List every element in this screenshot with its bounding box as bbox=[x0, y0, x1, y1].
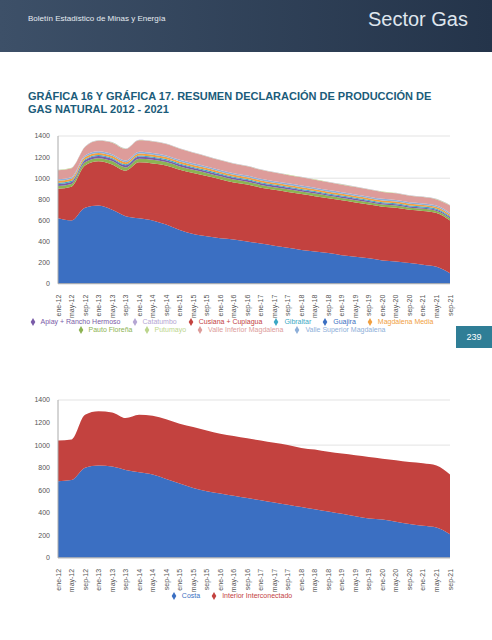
svg-text:may-12: may-12 bbox=[68, 569, 76, 592]
svg-text:ene-19: ene-19 bbox=[338, 569, 345, 591]
html-text:Apiay + Rancho Hermoso: Apiay + Rancho Hermoso bbox=[40, 317, 121, 325]
svg-text:may-13: may-13 bbox=[109, 569, 117, 592]
svg-text:1200: 1200 bbox=[34, 419, 50, 426]
svg-text:ene-17: ene-17 bbox=[257, 295, 264, 317]
svg-text:sep-15: sep-15 bbox=[203, 295, 211, 317]
svg-text:ene-16: ene-16 bbox=[217, 295, 224, 317]
svg-text:ene-13: ene-13 bbox=[95, 569, 102, 591]
html-text:Cusiana + Cupiagua: Cusiana + Cupiagua bbox=[198, 317, 263, 325]
svg-text:sep-19: sep-19 bbox=[365, 569, 373, 591]
svg-text:400: 400 bbox=[38, 238, 50, 245]
svg-text:600: 600 bbox=[38, 487, 50, 494]
svg-text:may-16: may-16 bbox=[230, 295, 238, 318]
svg-text:1000: 1000 bbox=[34, 175, 50, 182]
svg-text:may-17: may-17 bbox=[271, 295, 279, 318]
svg-text:0: 0 bbox=[46, 280, 50, 287]
svg-text:1400: 1400 bbox=[34, 132, 50, 139]
svg-text:sep-14: sep-14 bbox=[163, 295, 171, 317]
svg-text:ene-20: ene-20 bbox=[379, 569, 386, 591]
svg-text:ene-12: ene-12 bbox=[55, 295, 62, 317]
svg-text:sep-14: sep-14 bbox=[163, 569, 171, 591]
html-text:Valle Superior Magdalena: Valle Superior Magdalena bbox=[305, 325, 386, 333]
svg-text:sep-18: sep-18 bbox=[325, 295, 333, 317]
svg-text:may-12: may-12 bbox=[68, 295, 76, 318]
svg-text:sep-17: sep-17 bbox=[284, 295, 292, 317]
svg-text:ene-21: ene-21 bbox=[419, 569, 426, 591]
svg-text:800: 800 bbox=[38, 196, 50, 203]
html-text:GRÁFICA 16 Y GRÁFICA 17. RESUM: GRÁFICA 16 Y GRÁFICA 17. RESUMEN DECLARA… bbox=[28, 90, 432, 115]
svg-text:1000: 1000 bbox=[34, 442, 50, 449]
svg-text:0: 0 bbox=[46, 554, 50, 561]
svg-text:sep-12: sep-12 bbox=[82, 569, 90, 591]
svg-text:may-14: may-14 bbox=[149, 295, 157, 318]
svg-text:sep-15: sep-15 bbox=[203, 569, 211, 591]
html-text:Guajira: Guajira bbox=[333, 317, 356, 325]
html-text:Catatumbo: Catatumbo bbox=[142, 317, 177, 325]
svg-text:may-18: may-18 bbox=[311, 295, 319, 318]
svg-text:may-21: may-21 bbox=[433, 569, 441, 592]
svg-text:may-19: may-19 bbox=[352, 569, 360, 592]
svg-text:ene-14: ene-14 bbox=[136, 569, 143, 591]
svg-text:ene-21: ene-21 bbox=[419, 295, 426, 317]
svg-text:ene-18: ene-18 bbox=[298, 569, 305, 591]
svg-text:ene-14: ene-14 bbox=[136, 295, 143, 317]
html-text:239: 239 bbox=[466, 332, 482, 342]
html-text:Interior Interconectado: Interior Interconectado bbox=[222, 591, 293, 599]
html-text:Valle Inferior Magdalena: Valle Inferior Magdalena bbox=[208, 325, 284, 333]
svg-text:may-15: may-15 bbox=[190, 295, 198, 318]
svg-text:sep-16: sep-16 bbox=[244, 295, 252, 317]
svg-text:400: 400 bbox=[38, 509, 50, 516]
svg-text:ene-18: ene-18 bbox=[298, 295, 305, 317]
svg-text:may-21: may-21 bbox=[433, 295, 441, 318]
html-text:Pauto Floreña: Pauto Floreña bbox=[88, 325, 133, 333]
svg-text:sep-13: sep-13 bbox=[122, 295, 130, 317]
svg-text:may-17: may-17 bbox=[271, 569, 279, 592]
svg-text:may-19: may-19 bbox=[352, 295, 360, 318]
html-text:Putumayo: Putumayo bbox=[154, 325, 186, 333]
svg-text:sep-13: sep-13 bbox=[122, 569, 130, 591]
svg-text:ene-17: ene-17 bbox=[257, 569, 264, 591]
svg-text:sep-19: sep-19 bbox=[365, 295, 373, 317]
svg-text:sep-18: sep-18 bbox=[325, 569, 333, 591]
svg-text:sep-16: sep-16 bbox=[244, 569, 252, 591]
svg-text:ene-12: ene-12 bbox=[55, 569, 62, 591]
svg-text:ene-15: ene-15 bbox=[176, 569, 183, 591]
svg-text:sep-21: sep-21 bbox=[447, 295, 455, 317]
svg-text:may-15: may-15 bbox=[190, 569, 198, 592]
svg-text:600: 600 bbox=[38, 217, 50, 224]
svg-text:sep-17: sep-17 bbox=[284, 569, 292, 591]
svg-text:may-14: may-14 bbox=[149, 569, 157, 592]
svg-text:ene-15: ene-15 bbox=[176, 295, 183, 317]
svg-text:may-16: may-16 bbox=[230, 569, 238, 592]
svg-text:sep-20: sep-20 bbox=[406, 295, 414, 317]
html-text:Boletín Estadístico de Minas y: Boletín Estadístico de Minas y Energía bbox=[28, 14, 166, 23]
svg-text:800: 800 bbox=[38, 464, 50, 471]
svg-text:ene-13: ene-13 bbox=[95, 295, 102, 317]
html-text:Costa: Costa bbox=[181, 591, 201, 599]
svg-text:may-20: may-20 bbox=[392, 569, 400, 592]
svg-text:200: 200 bbox=[38, 259, 50, 266]
svg-text:200: 200 bbox=[38, 532, 50, 539]
svg-text:may-18: may-18 bbox=[311, 569, 319, 592]
html-text:Magdalena Media: Magdalena Media bbox=[377, 317, 434, 325]
html-text:Sector Gas: Sector Gas bbox=[368, 8, 468, 30]
svg-text:sep-12: sep-12 bbox=[82, 295, 90, 317]
svg-text:sep-21: sep-21 bbox=[447, 569, 455, 591]
svg-text:ene-20: ene-20 bbox=[379, 295, 386, 317]
html-text:Gibraltar: Gibraltar bbox=[284, 317, 312, 325]
svg-text:ene-16: ene-16 bbox=[217, 569, 224, 591]
svg-text:ene-19: ene-19 bbox=[338, 295, 345, 317]
svg-text:1400: 1400 bbox=[34, 396, 50, 403]
svg-text:1200: 1200 bbox=[34, 154, 50, 161]
svg-text:may-20: may-20 bbox=[392, 295, 400, 318]
svg-text:sep-20: sep-20 bbox=[406, 569, 414, 591]
svg-text:may-13: may-13 bbox=[109, 295, 117, 318]
